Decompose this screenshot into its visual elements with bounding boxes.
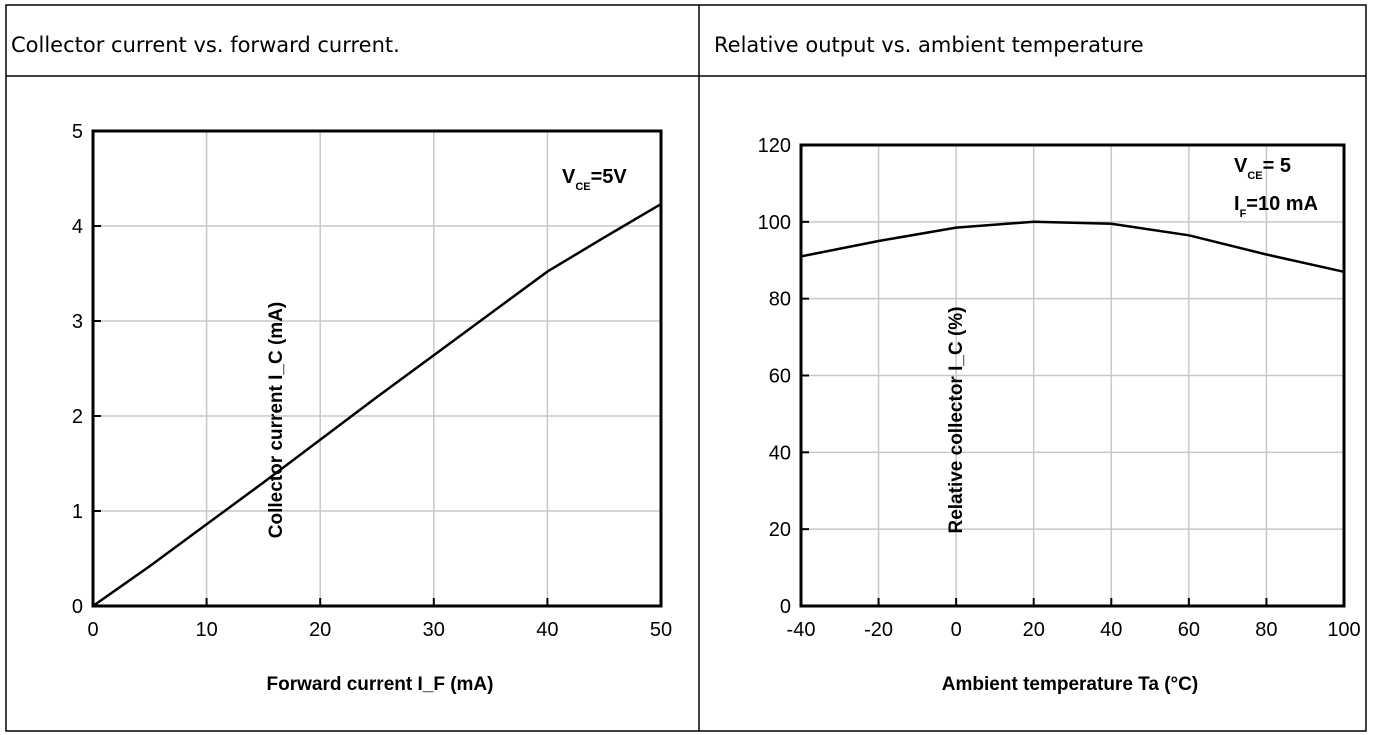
- chart-2-annotation-1-sub: CE: [1247, 170, 1262, 182]
- chart-1-plot-frame: [91, 129, 663, 608]
- chart-2-y-axis-label: Relative collector I_C (%): [946, 306, 967, 533]
- chart-1-annotation: VCE=5V: [562, 166, 627, 193]
- chart-2-tick-labels: -40 -20 0 20 40 60 80 100 0 20 40 60 80 100 120: [758, 135, 1361, 641]
- chart-collector-current: 0 10 20 30 40 50 0 1 2 3 4 5 VCE=5V Forward current…: [72, 121, 672, 695]
- chart-1-x-tick-label: 0: [87, 619, 98, 641]
- chart-1-x-tick-label: 30: [423, 619, 445, 641]
- chart-2-x-tick-label: 100: [1327, 619, 1360, 641]
- chart-2-series-line: [800, 220, 1345, 274]
- chart-1-y-tick-label: 3: [72, 311, 83, 333]
- chart-1-x-tick-label: 20: [309, 619, 331, 641]
- table-border: [5, 4, 1367, 732]
- chart-2-y-tick-label: 20: [769, 519, 791, 541]
- chart-2-y-tick-label: 0: [780, 596, 791, 618]
- chart-2-annotation-1-tail: = 5: [1263, 155, 1291, 177]
- chart-1-y-tick-label: 2: [72, 406, 83, 428]
- chart-2-y-tick-label: 80: [769, 289, 791, 311]
- panel-1-header: Collector current vs. forward current.: [11, 33, 400, 57]
- chart-1-y-tick-label: 0: [72, 596, 83, 618]
- chart-2-annotation-2-sub: F: [1240, 208, 1247, 220]
- chart-1-y-axis-label: Collector current I_C (mA): [266, 302, 287, 538]
- chart-1-x-tick-label: 50: [650, 619, 672, 641]
- chart-2-annotation-line-2: IF=10 mA: [1234, 193, 1318, 220]
- chart-1-annotation-tail: =5V: [591, 166, 628, 188]
- chart-1-y-tick-label: 4: [72, 216, 83, 238]
- chart-1-y-tick-label: 5: [72, 121, 83, 143]
- chart-2-x-tick-label: -40: [787, 619, 816, 641]
- chart-2-x-tick-label: 80: [1255, 619, 1277, 641]
- table-frame: [5, 4, 1367, 732]
- chart-relative-output: -40 -20 0 20 40 60 80 100 0 20 40 60 80 100 120 VCE= 5…: [758, 135, 1361, 695]
- chart-2-x-tick-label: 40: [1100, 619, 1122, 641]
- chart-1-grid: [92, 130, 662, 607]
- chart-2-annotation-line-1: VCE= 5: [1234, 155, 1291, 182]
- chart-2-y-tick-label: 120: [758, 135, 791, 157]
- chart-2-y-tick-label: 100: [758, 212, 791, 234]
- panel-2-header: Relative output vs. ambient temperature: [714, 33, 1144, 57]
- chart-2-x-tick-label: 20: [1023, 619, 1045, 641]
- chart-2-x-tick-label: 0: [951, 619, 962, 641]
- chart-2-y-tick-label: 60: [769, 366, 791, 388]
- chart-1-annotation-sub: CE: [575, 181, 590, 193]
- chart-2-x-tick-label: -20: [864, 619, 893, 641]
- chart-1-annotation-main: V: [562, 166, 576, 188]
- chart-1-x-axis-label: Forward current I_F (mA): [267, 674, 494, 695]
- chart-1-tick-labels: 0 10 20 30 40 50 0 1 2 3 4 5: [72, 121, 672, 641]
- chart-1-x-tick-label: 40: [536, 619, 558, 641]
- chart-2-annotation-2-main: I: [1234, 193, 1240, 215]
- chart-1-x-tick-label: 10: [195, 619, 217, 641]
- chart-1-series-line: [92, 203, 662, 608]
- chart-1-y-tick-label: 1: [72, 501, 83, 523]
- chart-2-x-tick-label: 60: [1178, 619, 1200, 641]
- chart-2-x-axis-label: Ambient temperature Ta (°C): [942, 674, 1198, 695]
- chart-2-y-tick-label: 40: [769, 442, 791, 464]
- chart-2-annotation-2-tail: =10 mA: [1246, 193, 1318, 215]
- chart-2-annotation-1-main: V: [1234, 155, 1248, 177]
